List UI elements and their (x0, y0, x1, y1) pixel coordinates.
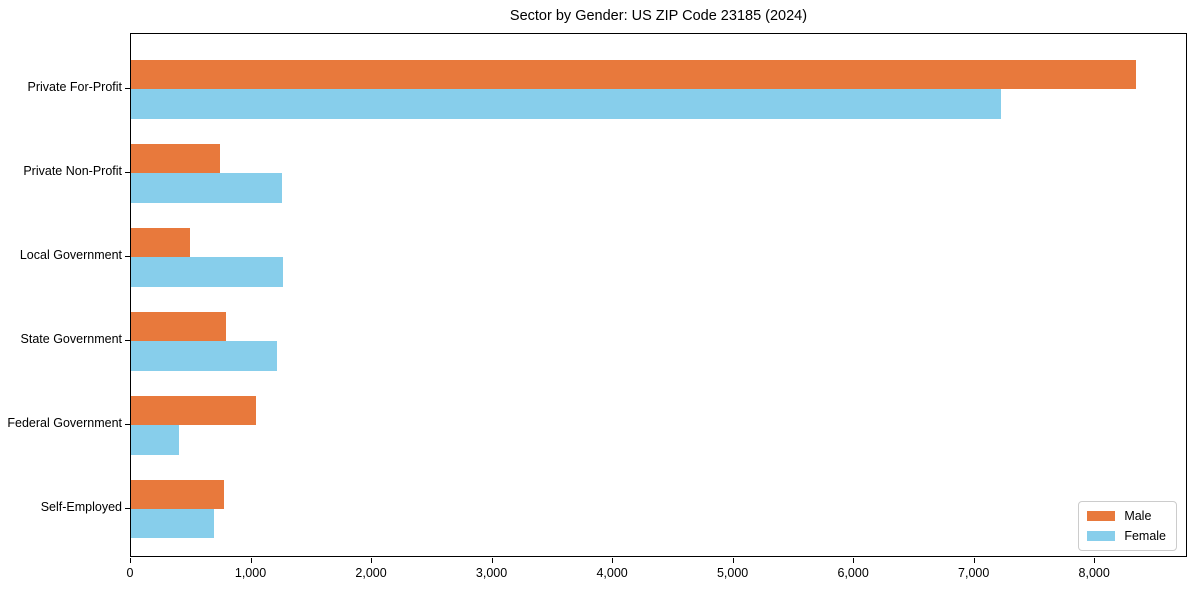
x-tick-mark (973, 558, 975, 563)
x-tick-mark (732, 558, 734, 563)
bar-female-private-for-profit (131, 89, 1002, 119)
legend: Male Female (1078, 501, 1177, 551)
y-tick-label: Self-Employed (40, 500, 122, 515)
x-tick-mark (853, 558, 855, 563)
x-tick-label: 0 (126, 566, 134, 580)
legend-item-male: Male (1087, 509, 1166, 523)
bar-male-private-non-profit (131, 143, 221, 174)
x-tick-mark (612, 558, 614, 563)
bar-male-self-employed (131, 479, 224, 510)
y-tick-mark (125, 172, 130, 174)
x-tick-label: 5,000 (716, 566, 749, 580)
y-tick-label: Private Non-Profit (23, 164, 122, 179)
bar-female-local-government (131, 257, 283, 287)
bar-female-self-employed (131, 509, 215, 539)
x-tick-label: 8,000 (1078, 566, 1110, 580)
y-tick-label: Local Government (19, 248, 122, 263)
x-tick-mark (1094, 558, 1096, 563)
bar-male-federal-government (131, 395, 257, 426)
chart-title: Sector by Gender: US ZIP Code 23185 (202… (509, 8, 808, 24)
x-tick-label: 3,000 (475, 566, 508, 580)
bar-male-state-government (131, 311, 227, 342)
y-tick-label: State Government (20, 332, 122, 347)
bar-male-local-government (131, 227, 191, 258)
male-swatch-icon (1087, 511, 1116, 521)
x-tick-label: 7,000 (958, 566, 990, 580)
bar-female-federal-government (131, 425, 180, 455)
legend-label-female: Female (1124, 529, 1166, 543)
y-tick-mark (125, 424, 130, 426)
y-tick-label: Private For-Profit (27, 80, 122, 95)
plot-area: Male Female (130, 33, 1187, 557)
bar-female-private-non-profit (131, 173, 282, 203)
y-tick-mark (125, 508, 130, 510)
legend-item-female: Female (1087, 529, 1166, 543)
x-tick-label: 4,000 (596, 566, 628, 580)
y-tick-mark (125, 88, 130, 90)
bar-female-state-government (131, 341, 277, 371)
x-tick-mark (491, 558, 493, 563)
legend-label-male: Male (1124, 509, 1152, 523)
x-tick-label: 1,000 (234, 566, 267, 580)
y-tick-mark (125, 340, 130, 342)
x-tick-mark (371, 558, 373, 563)
x-tick-label: 6,000 (837, 566, 869, 580)
x-tick-label: 2,000 (355, 566, 387, 580)
y-tick-mark (125, 256, 130, 258)
x-tick-mark (250, 558, 252, 563)
female-swatch-icon (1087, 531, 1116, 541)
bar-male-private-for-profit (131, 60, 1137, 90)
y-tick-label: Federal Government (7, 416, 122, 431)
x-tick-mark (130, 558, 131, 563)
